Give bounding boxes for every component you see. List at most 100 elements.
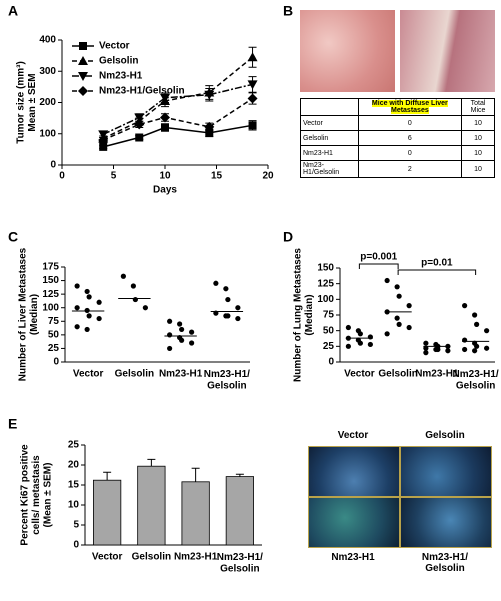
y-axis-label: Number of Lung Metastases(Median) [292,248,315,382]
microscopy-image [400,497,492,548]
error-bar [235,473,244,477]
panel-letter: C [8,229,18,245]
data-point [161,123,169,132]
data-point [98,130,109,140]
error-bar [161,94,169,108]
data-point [177,334,183,341]
data-point [98,135,109,145]
y-tick-label: 100 [39,128,56,139]
y-tick-label: 25 [48,343,60,354]
error-bar [99,137,108,143]
data-point [367,334,373,340]
error-bar [99,130,108,138]
bar [181,481,210,546]
x-tick-label: Nm23-H1/Gelsolin [204,369,250,392]
y-tick-label: 5 [73,520,79,531]
data-point [223,286,229,292]
data-point [462,346,468,353]
x-tick-label: Nm23-H1 [415,369,459,380]
data-point [355,337,361,343]
table-row: Vector 0 10 [300,115,495,131]
y-tick-label: 25 [68,440,80,451]
data-point [345,343,351,349]
error-bar [248,76,257,93]
x-tick-label: Vector [344,369,375,380]
legend-label: Vector [99,41,130,52]
data-point [396,321,402,327]
text-line: Gelsolin [207,380,246,391]
data-point [132,296,138,303]
y-tick-label: 0 [328,357,334,368]
text-line: Nm23-H1/ [453,369,499,380]
x-tick-label: 0 [59,171,65,182]
table-cell: 6 [357,130,463,146]
data-point [357,340,363,346]
data-point [84,326,90,333]
data-point [205,128,214,137]
legend-marker [78,72,88,81]
legend-label: Gelsolin [99,56,138,67]
microscopy-image [400,446,492,497]
significance-bracket [397,269,477,275]
x-tick-label: Nm23-H1/Gelsolin [453,369,499,392]
x-tick-label: Nm23-H1 [174,552,218,563]
data-point [247,80,258,90]
series-line [103,124,253,148]
data-point [167,345,173,352]
data-point [96,299,102,305]
data-point [435,346,441,353]
data-point [384,277,390,284]
data-point [120,273,126,279]
text-line: Nm23-H1/ [204,369,250,380]
data-point [423,345,429,351]
x-tick-label: Vector [92,552,123,563]
text-line: Gelsolin [220,563,259,574]
table-cell: Nm23-H1 [300,145,359,161]
data-point [345,324,351,331]
y-tick-label: 25 [323,341,335,352]
table-cell: Nm23-H1/Gelsolin [300,160,359,178]
legend-label: Nm23-H1 [99,71,143,82]
header-text: Mice with Diffuse Liver Metastases [371,100,448,114]
series-line [102,56,254,140]
y-tick-label: 150 [42,275,59,286]
text-line: (Median) [303,294,314,335]
data-point [160,112,170,123]
error-bar [161,123,169,132]
header-cell: Mice with Diffuse Liver Metastases [357,98,463,116]
data-point [84,307,90,314]
error-bar [248,120,257,131]
image-label: Gelsolin [425,430,465,441]
data-point [396,293,402,299]
y-tick-label: 100 [317,294,334,305]
data-point [160,95,170,105]
y-tick-label: 150 [317,263,334,274]
metastases-table: Mice with Diffuse Liver Metastases Total… [300,98,495,178]
data-point [423,340,429,346]
error-bar [161,92,169,103]
table-header: Mice with Diffuse Liver Metastases Total… [300,98,495,116]
data-point [130,283,136,289]
table-cell: 10 [461,145,495,161]
y-tick-label: 75 [48,316,60,327]
x-tick-label: Nm23-H1 [159,369,203,380]
panel-letter: D [283,229,293,245]
data-point [247,52,258,62]
data-point [177,321,183,327]
y-tick-label: 15 [68,480,80,491]
liver-section-image [400,10,495,92]
y-tick-label: 200 [39,97,56,108]
data-point [99,142,108,151]
y-tick-label: 100 [42,302,59,313]
text-line: Number of Lung Metastases [292,248,303,382]
y-tick-label: 20 [68,460,80,471]
table-row: Nm23-H1 0 10 [300,145,495,161]
data-point [167,332,173,338]
bar [137,465,166,546]
data-point [179,326,185,333]
data-point [394,284,400,290]
microscopy-image [308,497,400,548]
error-bar [135,113,144,122]
data-point [86,294,92,300]
